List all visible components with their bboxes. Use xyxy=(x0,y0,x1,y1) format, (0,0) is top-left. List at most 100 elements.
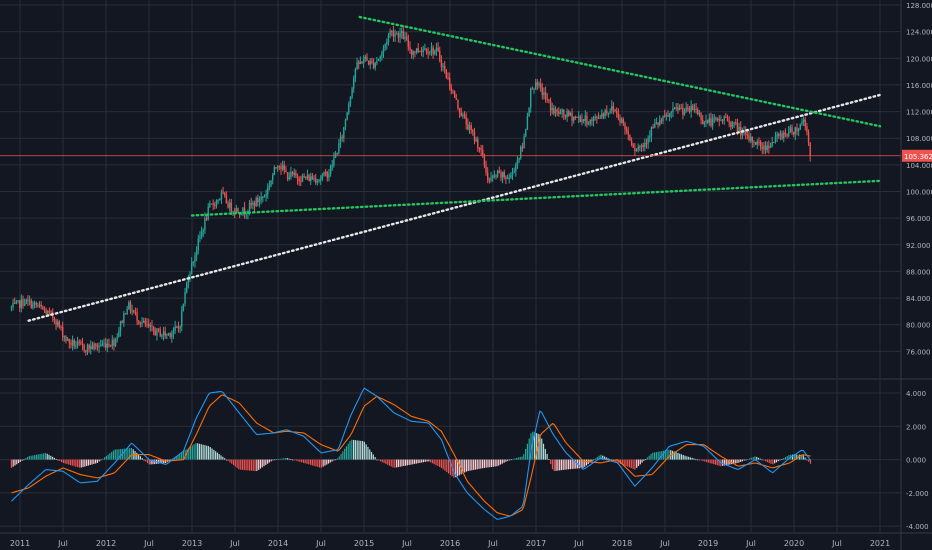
candle-body xyxy=(15,301,18,304)
candle-body xyxy=(422,49,424,52)
candle-body xyxy=(310,176,312,182)
macd-histogram-bar xyxy=(704,459,706,462)
macd-histogram-bar xyxy=(422,459,425,463)
macd-histogram-bar xyxy=(259,459,262,469)
macd-histogram-bar xyxy=(292,459,294,461)
macd-histogram-bar xyxy=(419,459,421,463)
candle-body xyxy=(482,149,484,155)
candle-body xyxy=(700,113,702,120)
macd-histogram-bar xyxy=(591,459,593,462)
macd-histogram-bar xyxy=(232,459,235,466)
candle-body xyxy=(281,165,284,170)
candle-body xyxy=(417,48,419,52)
macd-histogram-bar xyxy=(786,456,788,460)
macd-histogram-bar xyxy=(688,456,690,460)
macd-histogram-bar xyxy=(288,458,290,460)
macd-histogram-bar xyxy=(533,432,536,460)
macd-histogram-bar xyxy=(657,451,659,460)
candle-body xyxy=(149,325,152,327)
y-tick-label: 104.000 xyxy=(906,162,932,170)
macd-histogram-bar xyxy=(225,459,227,461)
macd-histogram-bar xyxy=(19,459,21,462)
candle-body xyxy=(382,47,385,53)
candle-body xyxy=(450,87,453,92)
candle-body xyxy=(230,202,233,213)
candle-body xyxy=(498,170,500,173)
candle-body xyxy=(723,116,725,121)
macd-histogram-bar xyxy=(731,459,733,465)
last-price-marker[interactable]: 105.362 xyxy=(0,149,932,162)
candle-body xyxy=(513,171,515,173)
macd-tick-label: -4.000 xyxy=(906,523,929,531)
candle-body xyxy=(794,127,797,135)
macd-histogram-bar xyxy=(197,443,199,460)
macd-histogram-bar xyxy=(358,440,360,460)
candle-body xyxy=(410,50,413,55)
time-axis[interactable]: 2011 Jul 2012 Jul 2013 Jul 2014 Jul 2015 Jul 2016 J… xyxy=(10,539,890,548)
candle-body xyxy=(559,112,562,115)
candle-body xyxy=(768,145,770,148)
macd-histogram-bar xyxy=(270,459,272,462)
candle-body xyxy=(88,344,90,350)
macd-histogram-bar xyxy=(492,459,494,467)
candle-body xyxy=(316,181,319,183)
candle-body xyxy=(670,112,672,114)
candle-body xyxy=(437,47,439,52)
macd-histogram-bar xyxy=(548,459,550,460)
macd-histogram-bar xyxy=(218,454,220,460)
candle-body xyxy=(138,320,140,324)
macd-histogram-bar xyxy=(643,459,645,461)
candle-body xyxy=(503,171,505,178)
candle-body xyxy=(531,88,534,90)
price-axis[interactable]: 76.000 80.000 84.000 88.000 92.000 96.000 100.… xyxy=(906,2,932,356)
candle-body xyxy=(457,99,459,109)
candle-body xyxy=(351,88,353,97)
macd-histogram-bar xyxy=(340,453,342,460)
candle-body xyxy=(118,330,120,337)
macd-histogram-bar xyxy=(682,455,684,460)
candle-body xyxy=(348,103,350,113)
macd-axis[interactable]: 4.000 2.000 0.000 -2.000 -4.000 xyxy=(906,390,929,531)
candle-body xyxy=(434,50,436,55)
candle-body xyxy=(71,339,74,345)
candle-body xyxy=(634,147,636,152)
macd-histogram-bar xyxy=(35,454,38,460)
y-tick-label: 108.000 xyxy=(906,135,932,143)
macd-histogram-bar xyxy=(793,454,795,460)
candle-body xyxy=(176,326,178,328)
candle-body xyxy=(291,172,294,175)
y-tick-label: 124.000 xyxy=(906,29,932,37)
candle-body xyxy=(389,30,391,35)
y-tick-label: 92.000 xyxy=(906,242,931,250)
candle-body xyxy=(695,108,697,110)
candle-body xyxy=(548,99,550,101)
macd-histogram-bar xyxy=(374,457,376,460)
macd-histogram-bar xyxy=(494,459,496,467)
macd-histogram-bar xyxy=(295,459,297,461)
candle-body xyxy=(660,120,663,122)
candle-body xyxy=(124,313,127,315)
macd-histogram-bar xyxy=(209,447,211,460)
candle-body xyxy=(119,321,122,331)
candle-body xyxy=(240,214,242,216)
macd-histogram-bar xyxy=(498,459,500,466)
candle-body xyxy=(640,145,643,147)
candle-body xyxy=(500,172,502,178)
candle-body xyxy=(354,69,357,78)
candle-body xyxy=(73,339,75,347)
macd-histogram-bar xyxy=(299,459,301,462)
x-tick-label: Jul xyxy=(401,539,412,548)
candle-body xyxy=(455,97,457,100)
candle-body xyxy=(637,146,639,150)
candle-body xyxy=(156,328,158,336)
candle-body xyxy=(611,106,613,112)
candle-body xyxy=(645,142,648,144)
macd-histogram-bar xyxy=(759,458,761,460)
candle-body xyxy=(604,110,606,117)
candle-body xyxy=(703,122,706,125)
candle-body xyxy=(680,107,682,109)
candle-body xyxy=(685,107,687,112)
candle-body xyxy=(515,164,517,172)
candle-body xyxy=(574,116,577,118)
macd-histogram-bar xyxy=(238,459,240,470)
